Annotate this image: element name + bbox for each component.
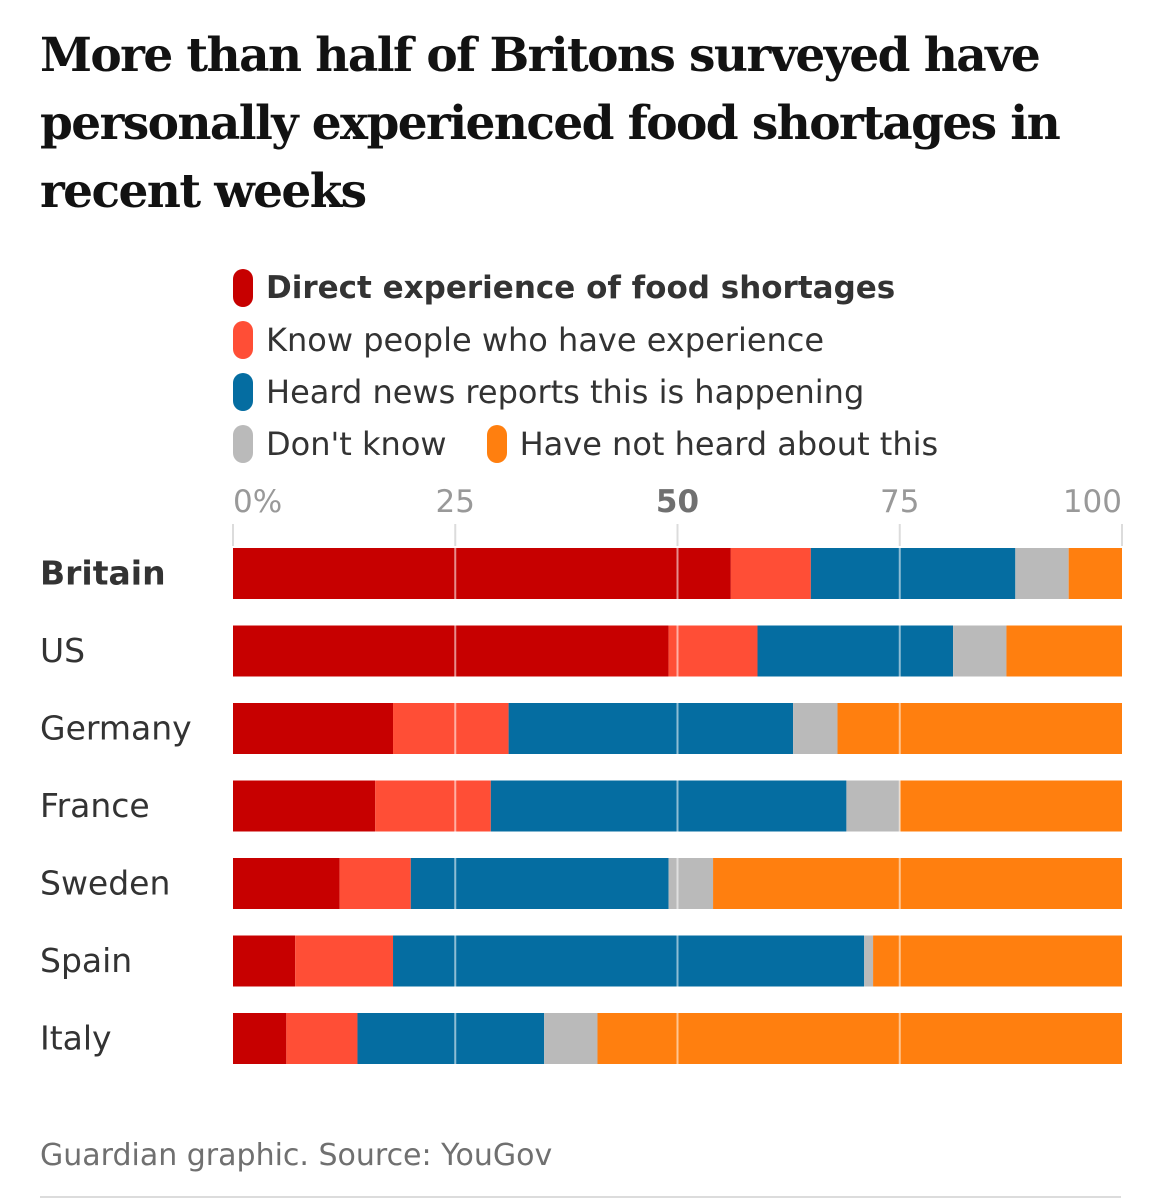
bar-segment-germany-news [508,703,794,754]
bar-segment-germany-notheard [837,703,1122,754]
x-tick-label: 75 [880,484,919,520]
legend: Direct experience of food shortages Know… [233,262,978,470]
bar-segment-us-dontknow [953,625,1007,677]
bar-segment-spain-news [393,935,865,987]
bar-segment-us-know [668,625,758,677]
bar-segment-spain-know [295,935,394,987]
legend-row: Don't know Have not heard about this [233,418,978,470]
legend-label-know: Know people who have experience [266,321,825,359]
bar-segment-france-direct [233,780,376,832]
bar-segment-italy-notheard [597,1013,1122,1064]
x-tick-label: 25 [436,484,475,520]
bar-segment-britain-know [730,548,811,599]
legend-item-know: Know people who have experience [233,321,824,359]
bar-segment-spain-notheard [873,935,1122,987]
bar-segment-italy-news [357,1013,545,1064]
bar-segment-italy-direct [233,1013,287,1064]
bar-segment-britain-direct [233,548,731,599]
legend-swatch-notheard [486,425,507,463]
bar-segment-sweden-notheard [713,858,1122,909]
chart-title: More than half of Britons surveyed have … [40,28,1061,219]
legend-label-notheard: Have not heard about this [519,425,939,463]
legend-swatch-know [233,321,253,359]
bar-segment-germany-dontknow [793,703,838,754]
legend-item-dontknow: Don't know [233,425,447,463]
x-tick-label: 50 [656,484,699,520]
category-label: Britain [40,554,166,593]
legend-row: Know people who have experience [233,314,978,366]
bar-segment-sweden-news [410,858,669,909]
legend-item-direct: Direct experience of food shortages [233,269,895,307]
x-tick-label: 0% [233,484,282,520]
bar-segment-sweden-dontknow [668,858,714,909]
stacked-bar-chart: 0% 25 50 75 100 Britain US Germany France Sweden S… [40,484,1123,1064]
legend-row: Direct experience of food shortages [233,262,978,314]
bar-segment-france-know [375,780,491,832]
source-note: Guardian graphic. Source: YouGov [40,1138,553,1173]
category-label: France [40,786,150,825]
bottom-divider [40,1196,1121,1198]
bar-segment-sweden-direct [233,858,340,909]
bar-segment-italy-dontknow [544,1013,598,1064]
bar-segment-spain-dontknow [864,935,874,987]
legend-label-dontknow: Don't know [266,425,447,463]
legend-item-news: Heard news reports this is happening [233,373,864,411]
bar-segment-britain-notheard [1068,548,1122,599]
legend-swatch-dontknow [233,425,253,463]
legend-swatch-news [233,373,253,411]
category-label: US [40,631,85,670]
legend-label-direct: Direct experience of food shortages [266,270,896,306]
bar-segment-france-news [490,780,847,832]
bar-segment-spain-direct [233,935,296,987]
bar-segment-sweden-know [339,858,411,909]
bar-segment-germany-direct [233,703,394,754]
bar-segment-italy-know [286,1013,358,1064]
bar-segment-france-notheard [899,780,1122,832]
legend-swatch-direct [233,269,253,307]
bar-segment-britain-news [810,548,1016,599]
category-label: Spain [40,941,132,980]
bar-segment-france-dontknow [846,780,900,832]
bar-segment-us-direct [233,625,669,677]
category-label: Italy [40,1019,112,1058]
legend-label-news: Heard news reports this is happening [266,373,865,411]
legend-item-notheard: Have not heard about this [486,425,939,463]
legend-row: Heard news reports this is happening [233,366,978,418]
bar-segment-us-news [757,625,954,677]
category-label: Germany [40,709,192,748]
x-tick-label: 100 [1063,484,1122,520]
bar-segment-britain-dontknow [1015,548,1069,599]
bar-segment-germany-know [393,703,509,754]
category-label: Sweden [40,864,170,903]
bar-segment-us-notheard [1006,625,1122,677]
